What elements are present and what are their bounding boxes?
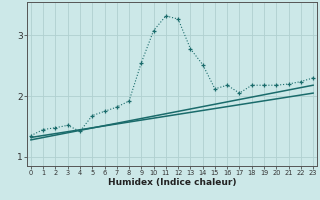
X-axis label: Humidex (Indice chaleur): Humidex (Indice chaleur): [108, 178, 236, 187]
